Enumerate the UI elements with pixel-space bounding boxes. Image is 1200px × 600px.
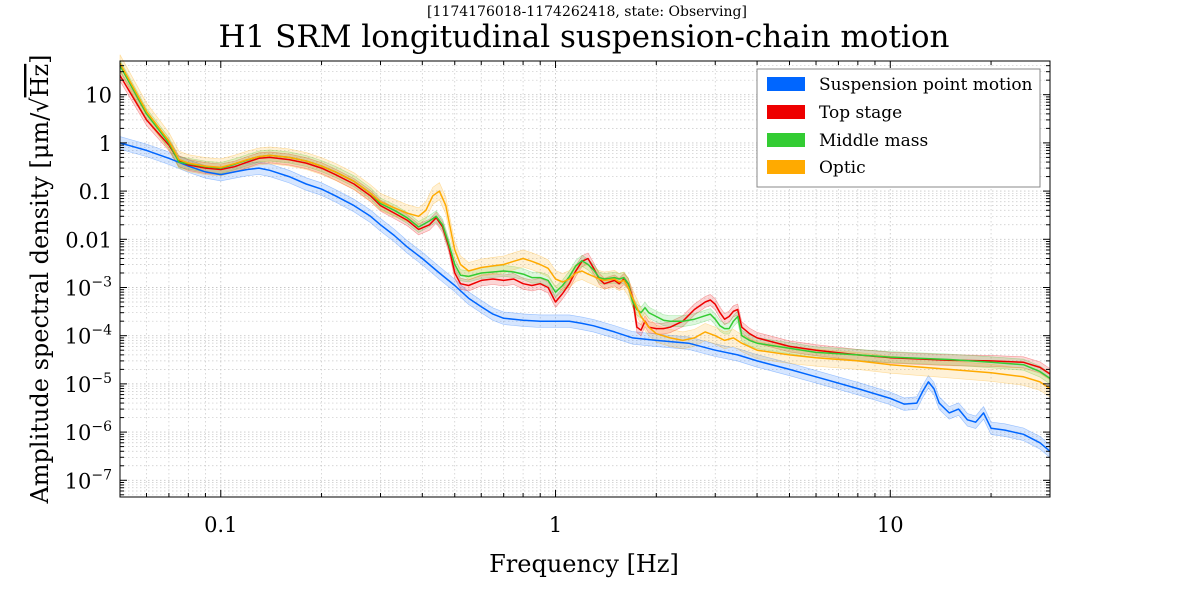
series-line-optic [119,62,1051,390]
x-axis-label: Frequency [Hz] [489,550,679,578]
y-tick-mantissa: 0.01 [65,228,112,252]
x-tick-label: 0.1 [204,513,237,537]
series-line-suspension-point-motion [119,142,1051,452]
y-tick-exponent: −5 [91,371,112,387]
y-tick-mantissa: 10 [65,373,92,397]
y-tick-mantissa: 10 [65,325,92,349]
chart-title: H1 SRM longitudinal suspension-chain mot… [219,19,950,55]
y-tick-exponent: −3 [91,274,112,290]
y-tick-mantissa: 10 [65,276,92,300]
y-tick-label: 0.1 [79,180,112,204]
y-axis-label-text: Amplitude spectral density [μm/√Hz] [26,54,54,504]
chart-subtitle: [1174176018-1174262418, state: Observing… [427,4,747,20]
y-axis-label-radical: Hz [26,64,54,98]
legend-label-middle-mass: Middle mass [819,131,928,151]
y-axis-label-suffix: ] [26,54,54,63]
y-axis-label: Amplitude spectral density [μm/√Hz] [26,54,54,504]
y-tick-label: 10 [85,84,112,108]
y-tick-label: 1 [99,132,112,156]
legend-swatch-top-stage [767,105,805,119]
y-tick-exponent: −6 [91,419,112,435]
legend-label-optic: Optic [819,158,866,178]
legend-swatch-middle-mass [767,133,805,147]
plot-frame [119,60,1051,498]
legend-label-suspension-point-motion: Suspension point motion [819,75,1033,95]
y-tick-exponent: −7 [91,467,112,483]
y-tick-label: 10−6 [65,419,112,445]
x-tick-label: 1 [549,513,562,537]
y-tick-mantissa: 0.1 [79,180,112,204]
series-line-top-stage [119,75,1051,375]
y-tick-mantissa: 10 [65,421,92,445]
y-tick-exponent: −4 [91,323,112,339]
y-axis-label-prefix: Amplitude spectral density [μm/ [26,112,54,505]
x-tick-label: 10 [877,513,904,537]
legend-swatch-optic [767,160,805,174]
legend: Suspension point motion Top stage Middle… [756,68,1041,188]
y-tick-label: 0.01 [65,228,112,252]
legend-label-top-stage: Top stage [819,103,902,123]
y-tick-mantissa: 1 [99,132,112,156]
y-tick-mantissa: 10 [65,469,92,493]
y-tick-label: 10−7 [65,467,112,493]
y-tick-label: 10−3 [65,274,112,300]
legend-swatch-suspension-point-motion [767,77,805,91]
y-tick-label: 10−4 [65,323,112,349]
y-tick-mantissa: 10 [85,84,112,108]
y-tick-label: 10−5 [65,371,112,397]
